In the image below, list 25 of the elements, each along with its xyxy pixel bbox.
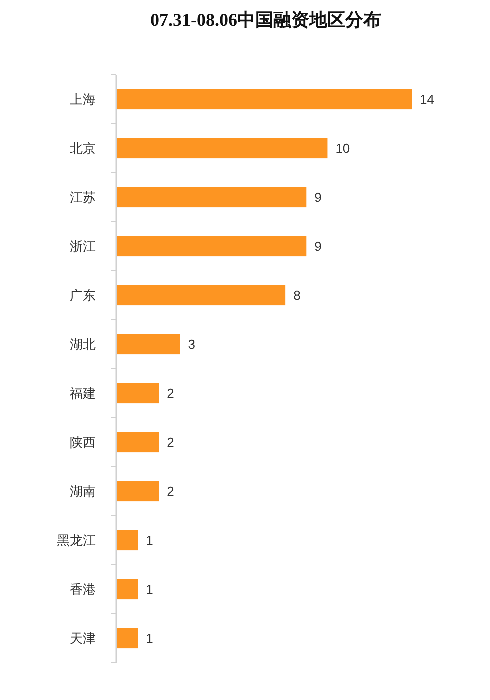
- category-label: 黑龙江: [57, 533, 96, 548]
- data-label: 3: [188, 337, 196, 352]
- category-label: 陕西: [70, 435, 96, 450]
- category-label: 湖北: [70, 337, 96, 352]
- data-label: 2: [167, 435, 174, 450]
- category-label: 福建: [70, 386, 96, 401]
- category-label: 湖南: [70, 484, 96, 499]
- data-label: 10: [336, 141, 350, 156]
- data-label: 1: [146, 533, 154, 548]
- category-label: 上海: [70, 92, 96, 107]
- data-label: 1: [146, 582, 154, 597]
- category-label: 天津: [70, 631, 96, 646]
- data-label: 2: [167, 484, 174, 499]
- data-label: 2: [167, 386, 174, 401]
- category-label: 广东: [70, 288, 96, 303]
- category-label: 浙江: [70, 239, 96, 254]
- category-label: 北京: [70, 141, 96, 156]
- title: 07.31-08.06中国融资地区分布: [150, 10, 382, 30]
- data-label: 9: [314, 190, 322, 205]
- data-label: 1: [146, 631, 154, 646]
- category-label: 江苏: [70, 190, 96, 205]
- data-label: 9: [314, 239, 322, 254]
- data-label: 14: [420, 92, 434, 107]
- category-label: 香港: [70, 582, 96, 597]
- data-label: 8: [294, 288, 301, 303]
